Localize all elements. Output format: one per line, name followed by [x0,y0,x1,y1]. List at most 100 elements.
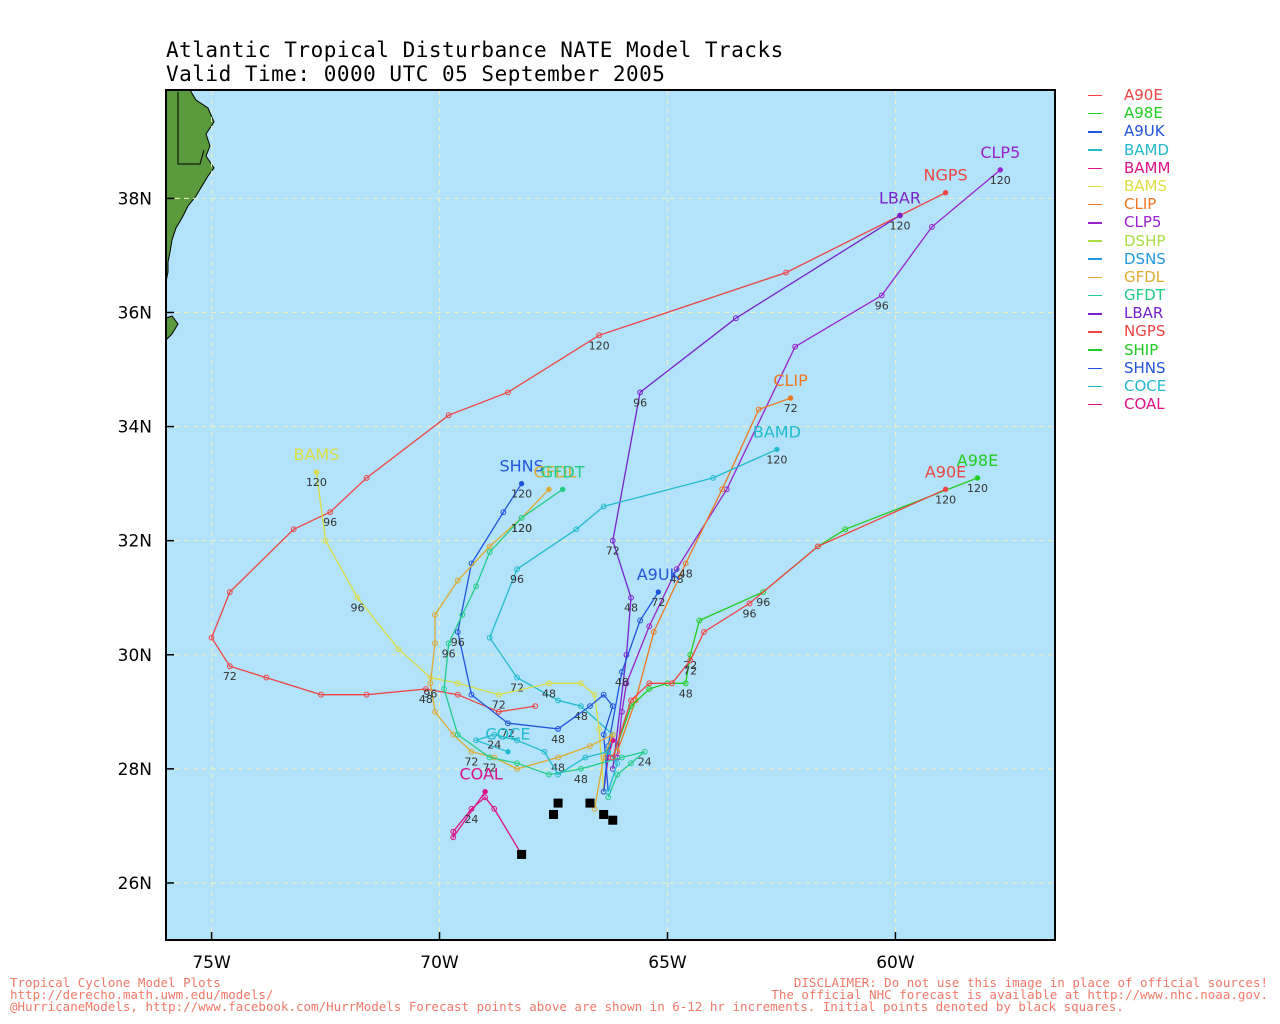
forecast-point [609,754,616,761]
forecast-point [760,589,767,595]
forecast-point [646,680,653,687]
chart-title: Atlantic Tropical Disturbance NATE Model… [166,38,784,62]
initial-point-square [585,798,595,808]
legend-swatch [1088,149,1102,151]
disclaimer-text: DISCLAIMER: Do not use this image in pla… [793,975,1268,990]
forecast-point [596,332,603,339]
track-lbar: 48 72 96 120 LBAR [606,189,921,772]
forecast-point [486,754,493,761]
forecast-point [313,469,320,475]
forecast-point [226,663,233,670]
forecast-point [518,480,525,487]
forecast-point [582,754,589,761]
plot-frame [165,89,1056,941]
x-tick-label: 65W [648,953,687,973]
forecast-point [842,526,849,533]
forecast-point [500,509,507,516]
forecast-point [441,686,447,692]
forecast-point [468,691,475,698]
legend-label: A90E [1124,86,1163,104]
footer-site-url[interactable]: http://derecho.math.uwm.edu/models/ [10,987,274,1002]
forecast-point [609,703,616,710]
forecast-hour-label: 48 [542,687,556,700]
forecast-point [605,743,612,749]
forecast-point [609,731,616,738]
legend-swatch [1088,112,1102,115]
track-line [443,488,646,798]
forecast-point [719,486,726,493]
forecast-hour-label: 72 [483,761,497,774]
y-tick-label: 26N [118,874,152,894]
footer-social: @HurricaneModels, http://www.facebook.co… [10,999,1124,1014]
legend-label: DSHP [1124,231,1166,250]
track-line [612,488,946,758]
legend-label: SHIP [1124,340,1159,359]
forecast-point [514,566,520,573]
forecast-point [577,680,584,687]
forecast-hour-label: 72 [223,670,237,683]
track-end-label: LBAR [879,189,921,208]
forecast-point [363,475,370,481]
forecast-point [577,703,584,710]
forecast-point [696,617,703,624]
forecast-point [591,805,598,812]
model-tracks: 487296120NGPS4896120CLP5487296120LBAR487… [208,143,1020,858]
legend-label: GFDL [1124,267,1165,286]
legend-item: DSHP [1088,232,1170,250]
track-line [457,483,614,792]
forecast-point [432,708,438,715]
legend-item: DSNS [1088,250,1170,268]
initial-point-square [517,849,527,859]
graticule [166,90,1055,940]
track-line [210,192,946,713]
legend-item: BAMM [1088,159,1170,177]
forecast-point [450,828,457,835]
forecast-point [482,794,489,801]
legend-item: CLP5 [1088,213,1170,231]
forecast-point [669,680,675,687]
forecast-point [997,167,1003,173]
forecast-point [318,691,324,698]
forecast-point [454,629,461,635]
forecast-hour-label: 48 [419,693,433,706]
forecast-point [559,486,566,493]
legend-item: BAMD [1088,141,1170,159]
legend-label: DSNS [1124,249,1166,268]
forecast-point [614,760,621,767]
forecast-point [878,292,885,299]
track-end-label: A98E [957,451,998,470]
forecast-hour-label: 72 [492,699,506,712]
track-bams: 48 72 96 120 BAMS [294,445,607,795]
track-line [616,397,791,752]
forecast-point [208,634,215,641]
forecast-point [587,743,593,749]
track-end-label: NGPS [923,166,967,185]
forecast-point [974,475,981,481]
forecast-point [514,765,520,772]
legend-label: A98E [1124,104,1163,123]
ocean [166,90,1055,940]
forecast-point [929,224,935,230]
legend-label: CLP5 [1124,213,1162,232]
forecast-point [486,634,493,641]
legend-label: A9UK [1124,122,1165,141]
legend-item: GFDT [1088,286,1170,304]
forecast-point [482,788,488,795]
forecast-point [505,389,511,396]
forecast-point [290,526,297,533]
forecast-point [505,720,511,727]
forecast-hour-label: 72 [784,402,798,415]
forecast-point [555,771,561,778]
forecast-point [710,475,716,481]
forecast-hour-label: 24 [464,813,478,826]
track-end-label: BAMD [753,422,801,441]
forecast-point [354,594,361,601]
track-line [473,733,619,792]
x-tick-label: 60W [876,953,915,973]
forecast-point [495,691,502,698]
legend-item: A90E [1088,86,1170,104]
initial-point-square [553,798,563,808]
initial-point-square [549,809,559,819]
track-line [612,477,978,758]
track-end-label: A9UK [637,565,681,584]
